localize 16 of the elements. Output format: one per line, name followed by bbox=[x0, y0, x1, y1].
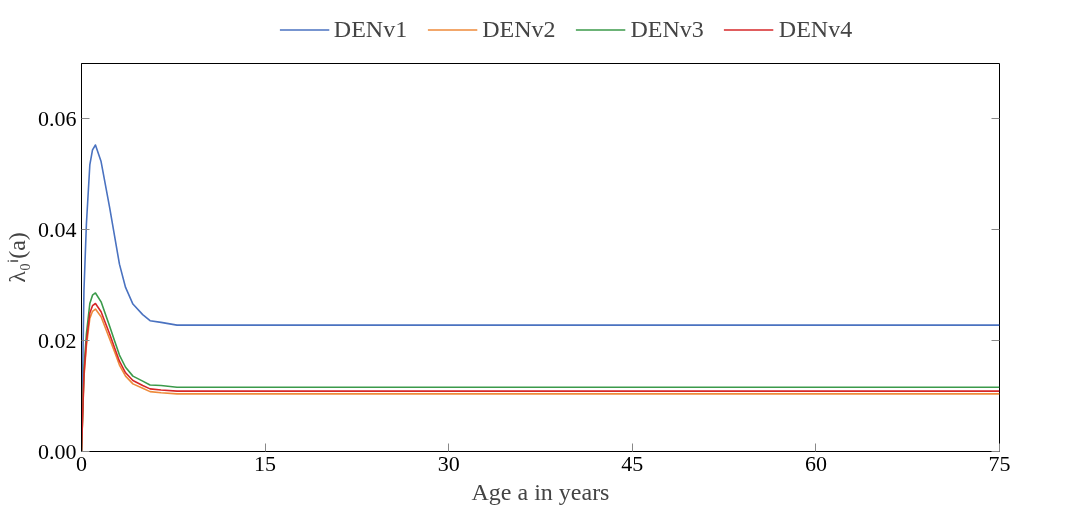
legend-label: DENv3 bbox=[630, 15, 704, 43]
x-tick-label: 45 bbox=[621, 450, 644, 476]
x-tick-label: 75 bbox=[988, 450, 1011, 476]
legend-label: DENv2 bbox=[482, 15, 556, 43]
legend-label: DENv4 bbox=[778, 15, 853, 43]
x-tick-label: 60 bbox=[804, 450, 827, 476]
x-axis-title: Age a in years bbox=[471, 478, 610, 505]
y-tick-label: 0.00 bbox=[38, 438, 77, 464]
x-tick-label: 30 bbox=[437, 450, 460, 476]
y-tick-label: 0.04 bbox=[38, 216, 77, 242]
y-tick-label: 0.06 bbox=[38, 105, 77, 131]
y-tick-label: 0.02 bbox=[38, 327, 77, 353]
x-tick-label: 0 bbox=[76, 450, 87, 476]
y-axis-title: λ₀ⁱ(a) bbox=[4, 232, 30, 283]
x-tick-label: 15 bbox=[254, 450, 277, 476]
legend-label: DENv1 bbox=[333, 15, 408, 43]
